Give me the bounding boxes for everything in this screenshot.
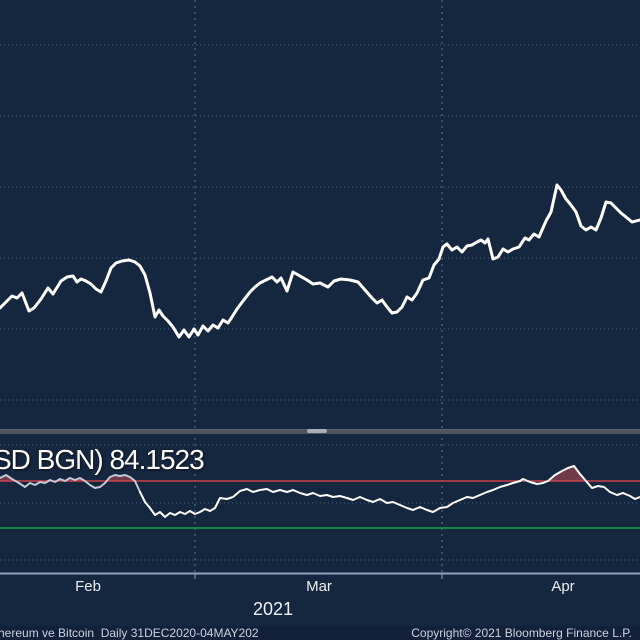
x-axis-label-feb: Feb <box>75 578 101 595</box>
panel-divider-handle[interactable] <box>307 429 327 433</box>
x-axis-label-mar: Mar <box>306 578 332 595</box>
footer-chart-description: hereum ve Bitcoin Daily 31DEC2020-04MAY2… <box>0 626 259 640</box>
footer-bar: hereum ve Bitcoin Daily 31DEC2020-04MAY2… <box>0 626 640 640</box>
x-axis-year-label: 2021 <box>252 599 294 619</box>
x-axis-label-apr: Apr <box>551 578 575 595</box>
indicator-value-label: SD BGN) 84.1523 <box>0 444 205 475</box>
footer-copyright: Copyright© 2021 Bloomberg Finance L.P. <box>411 626 632 640</box>
